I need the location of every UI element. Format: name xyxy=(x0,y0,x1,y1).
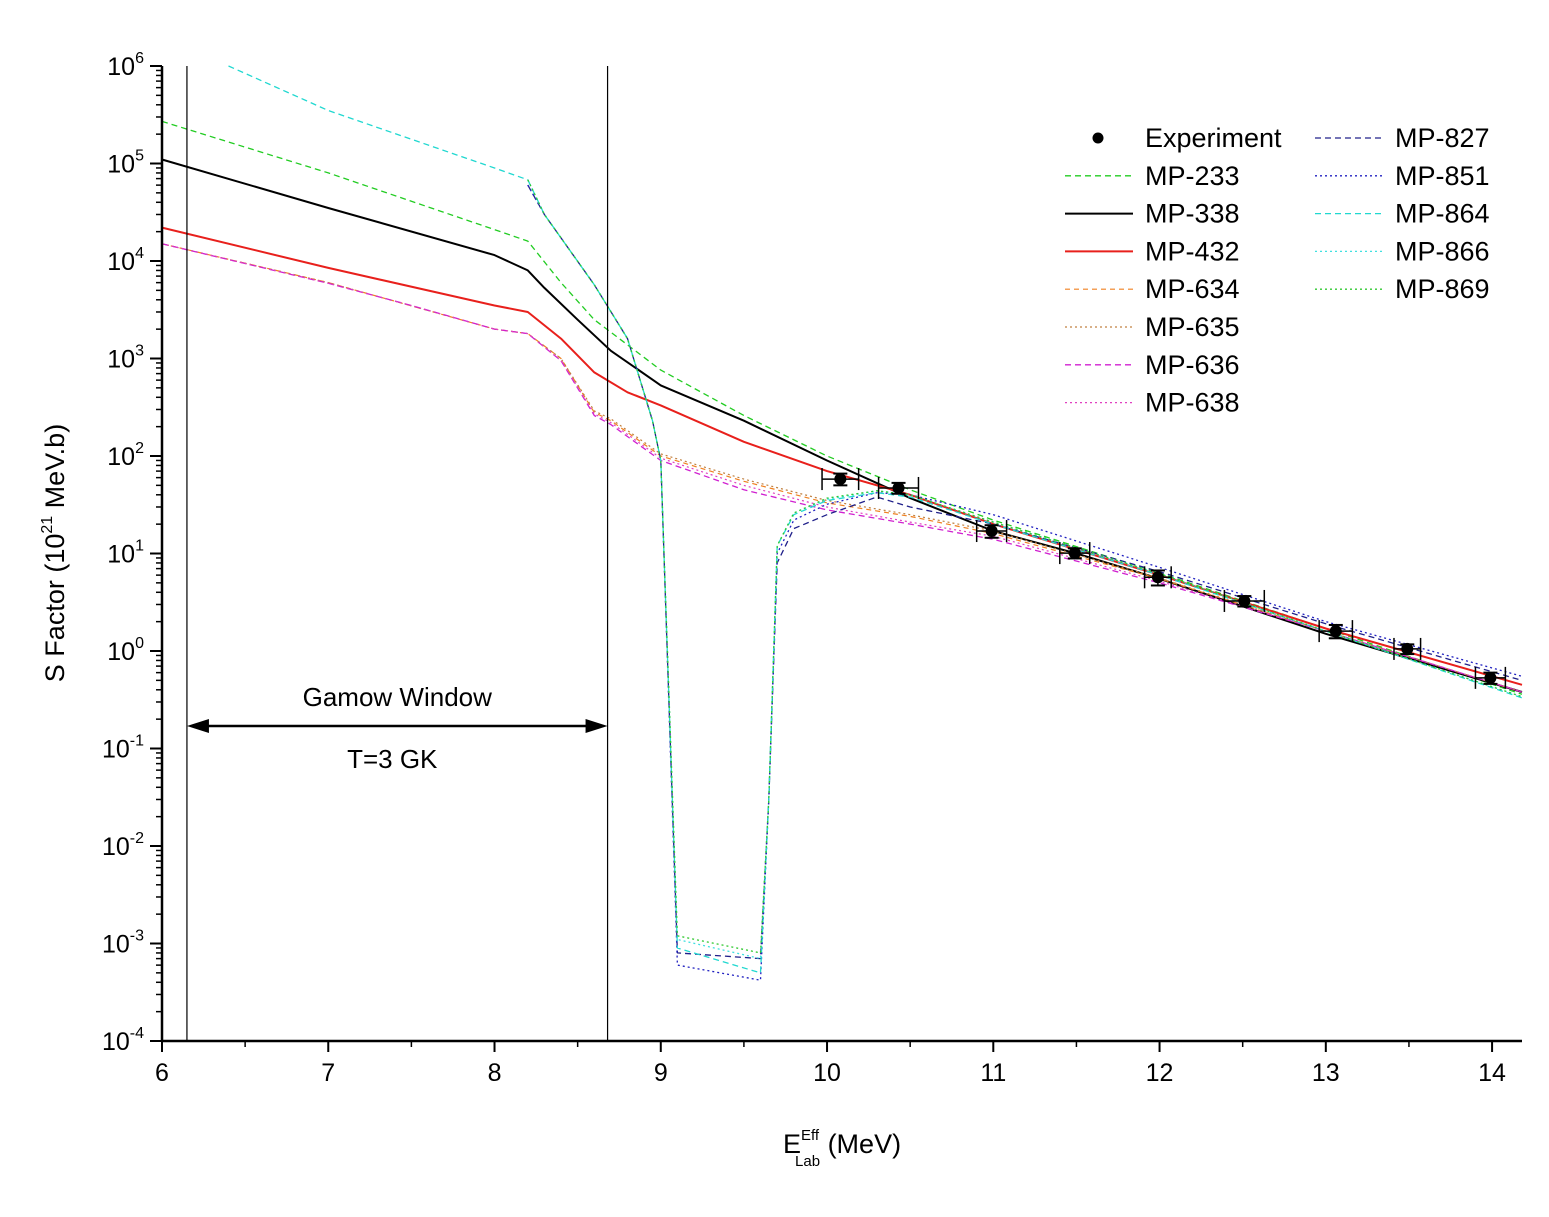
legend-entry: MP-866 xyxy=(1315,236,1490,266)
legend-marker-icon xyxy=(1092,132,1104,144)
gamow-window-annotation: Gamow Window T=3 GK xyxy=(186,66,609,1041)
experiment-point xyxy=(975,520,1008,543)
legend-label: MP-432 xyxy=(1145,236,1240,266)
legend-label: MP-636 xyxy=(1145,350,1240,380)
y-tick-label: 10-1 xyxy=(102,733,144,764)
y-tick-label: 105 xyxy=(107,148,144,179)
series-line-MP-338 xyxy=(161,158,1523,693)
series-line-MP-432 xyxy=(161,226,1523,686)
y-tick-label: 10-2 xyxy=(102,830,144,861)
gamow-window-label: Gamow Window xyxy=(303,682,492,712)
series-line-MP-851 xyxy=(527,184,1523,981)
y-tick-label: 104 xyxy=(107,245,144,276)
experiment-marker xyxy=(1484,671,1497,684)
arrow-left-icon xyxy=(186,719,209,734)
legend-label: MP-827 xyxy=(1395,123,1490,153)
experiment-marker xyxy=(1401,642,1414,655)
experiment-point xyxy=(1393,637,1422,660)
y-tick-label: 106 xyxy=(107,50,144,81)
temperature-label: T=3 GK xyxy=(347,744,438,774)
legend-entry: MP-869 xyxy=(1315,274,1490,304)
x-tick-label: 11 xyxy=(980,1059,1006,1087)
legend: Experiment MP-233 MP-338 MP-432 MP-634 MP-635… xyxy=(1065,123,1490,418)
experiment-marker xyxy=(892,481,905,494)
experiment-point xyxy=(821,468,860,491)
legend-label: MP-635 xyxy=(1145,312,1240,342)
series-line-MP-233 xyxy=(161,120,1523,695)
experiment-marker xyxy=(834,473,847,486)
experiment-point xyxy=(877,476,920,499)
x-tick-label: 8 xyxy=(488,1059,502,1087)
y-tick-label: 103 xyxy=(107,343,144,374)
x-tick-label: 7 xyxy=(321,1059,335,1087)
legend-entry: MP-864 xyxy=(1315,199,1490,229)
x-tick-label: 9 xyxy=(654,1059,668,1087)
legend-entry: MP-338 xyxy=(1065,199,1240,229)
x-tick-label: 6 xyxy=(155,1059,169,1087)
legend-label: MP-869 xyxy=(1395,274,1490,304)
experiment-points xyxy=(821,468,1507,689)
legend-label: MP-233 xyxy=(1145,161,1240,191)
experiment-point xyxy=(1143,566,1172,589)
y-tick-label: 10-3 xyxy=(102,928,144,959)
x-tick-label: 14 xyxy=(1478,1059,1506,1087)
arrow-right-icon xyxy=(585,719,608,734)
legend-label: MP-864 xyxy=(1395,199,1490,229)
experiment-marker xyxy=(1238,594,1251,607)
experiment-marker xyxy=(1068,547,1081,560)
model-curves xyxy=(161,65,1523,981)
experiment-point xyxy=(1059,542,1091,565)
y-tick-label: 101 xyxy=(107,538,144,569)
experiment-point xyxy=(1223,589,1266,612)
axes: 6 7 8 9 10 11 12 13 14 10-4 10-3 10-2 10-1 100 101 102 1… xyxy=(102,50,1522,1087)
y-axis-label: S Factor (1021 MeV.b) xyxy=(39,424,70,682)
legend-entry: MP-634 xyxy=(1065,274,1240,304)
experiment-marker xyxy=(1151,571,1164,584)
y-tick-label: 102 xyxy=(107,440,144,471)
legend-label: Experiment xyxy=(1145,123,1282,153)
legend-entry: MP-851 xyxy=(1315,161,1490,191)
legend-entry: MP-233 xyxy=(1065,161,1240,191)
legend-entry: MP-432 xyxy=(1065,236,1240,266)
x-tick-label: 13 xyxy=(1312,1059,1340,1087)
legend-entry: MP-638 xyxy=(1065,388,1240,418)
y-tick-label: 10-4 xyxy=(102,1025,144,1056)
legend-entry: Experiment xyxy=(1092,123,1282,153)
legend-label: MP-851 xyxy=(1395,161,1490,191)
legend-entry: MP-827 xyxy=(1315,123,1490,153)
legend-entry: MP-636 xyxy=(1065,350,1240,380)
legend-label: MP-634 xyxy=(1145,274,1240,304)
legend-label: MP-866 xyxy=(1395,236,1490,266)
legend-entry: MP-635 xyxy=(1065,312,1240,342)
series-line-MP-869 xyxy=(527,179,1523,954)
experiment-point xyxy=(1318,620,1354,643)
series-line-MP-864 xyxy=(228,65,1523,974)
series-line-MP-866 xyxy=(527,179,1523,960)
series-line-MP-827 xyxy=(527,184,1523,960)
y-tick-label: 100 xyxy=(107,635,144,666)
x-tick-label: 10 xyxy=(813,1059,841,1087)
x-tick-label: 12 xyxy=(1146,1059,1174,1087)
x-axis-label: EEff Lab (MeV) xyxy=(783,1127,901,1170)
legend-label: MP-338 xyxy=(1145,199,1240,229)
experiment-marker xyxy=(1329,625,1342,638)
experiment-marker xyxy=(985,525,998,538)
experiment-point xyxy=(1474,666,1507,689)
series-line-MP-635 xyxy=(161,243,1523,693)
legend-label: MP-638 xyxy=(1145,388,1240,418)
